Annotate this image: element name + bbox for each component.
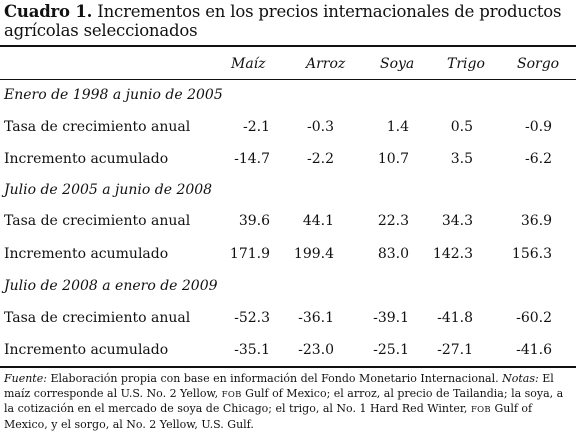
value-cell: -27.1 (437, 342, 473, 358)
row-label: Tasa de crecimiento anual (4, 213, 191, 229)
source-text: Elaboración propia con base en informaci… (50, 372, 499, 385)
value-cell: 34.3 (441, 213, 473, 229)
table-label: Cuadro 1. (4, 2, 93, 21)
col-header-arroz: Arroz (306, 56, 346, 72)
header-rule (0, 79, 576, 80)
value-cell: -2.1 (243, 119, 270, 135)
notes-label: Notas: (502, 372, 539, 385)
value-cell: 83.0 (377, 246, 409, 262)
value-cell: -0.9 (525, 119, 552, 135)
col-header-trigo: Trigo (447, 56, 485, 72)
row-label: Tasa de crecimiento anual (4, 310, 191, 326)
bottom-rule (0, 366, 576, 368)
section-period: Julio de 2005 a junio de 2008 (4, 182, 213, 198)
table-title: Cuadro 1. Incrementos en los precios int… (4, 2, 572, 40)
notes-text: Gulf of Mexico; el arroz, al precio de T… (4, 386, 564, 416)
value-cell: 36.9 (520, 213, 552, 229)
table-footnote: Fuente: Elaboración propia con base en i… (4, 372, 574, 432)
row-label: Tasa de crecimiento anual (4, 119, 191, 135)
value-cell: 3.5 (450, 151, 473, 167)
value-cell: 156.3 (511, 246, 552, 262)
value-cell: -14.7 (234, 151, 270, 167)
col-header-maiz: Maíz (231, 56, 266, 72)
value-cell: -0.3 (307, 119, 334, 135)
value-cell: 22.3 (377, 213, 409, 229)
value-cell: -35.1 (234, 342, 270, 358)
value-cell: -52.3 (234, 310, 270, 326)
fob-abbrev: FOB (470, 405, 491, 416)
table-title-text: Incrementos en los precios internacional… (4, 2, 562, 40)
section-period: Julio de 2008 a enero de 2009 (4, 278, 218, 294)
value-cell: 1.4 (386, 119, 409, 135)
value-cell: 39.6 (238, 213, 270, 229)
notes-text: El maíz corresponde al U.S. No. 2 Yellow… (4, 372, 554, 400)
value-cell: -41.8 (437, 310, 473, 326)
col-header-sorgo: Sorgo (517, 56, 560, 72)
value-cell: -6.2 (525, 151, 552, 167)
value-cell: -39.1 (373, 310, 409, 326)
value-cell: 44.1 (302, 213, 334, 229)
value-cell: 142.3 (432, 246, 473, 262)
row-label: Incremento acumulado (4, 342, 169, 358)
value-cell: -36.1 (298, 310, 334, 326)
section-period: Enero de 1998 a junio de 2005 (4, 87, 223, 103)
top-rule (0, 45, 576, 47)
value-cell: -25.1 (373, 342, 409, 358)
value-cell: -41.6 (516, 342, 552, 358)
value-cell: -23.0 (298, 342, 334, 358)
value-cell: 171.9 (229, 246, 270, 262)
value-cell: -2.2 (307, 151, 334, 167)
row-label: Incremento acumulado (4, 246, 169, 262)
row-label: Incremento acumulado (4, 151, 169, 167)
notes-text: Gulf of Mexico, y el sorgo, al No. 2 Yel… (4, 402, 533, 431)
value-cell: 199.4 (293, 246, 334, 262)
value-cell: -60.2 (516, 310, 552, 326)
value-cell: 10.7 (377, 151, 409, 167)
source-label: Fuente: (4, 372, 47, 385)
fob-abbrev: FOB (221, 389, 242, 400)
col-header-soya: Soya (380, 56, 415, 72)
value-cell: 0.5 (450, 119, 473, 135)
